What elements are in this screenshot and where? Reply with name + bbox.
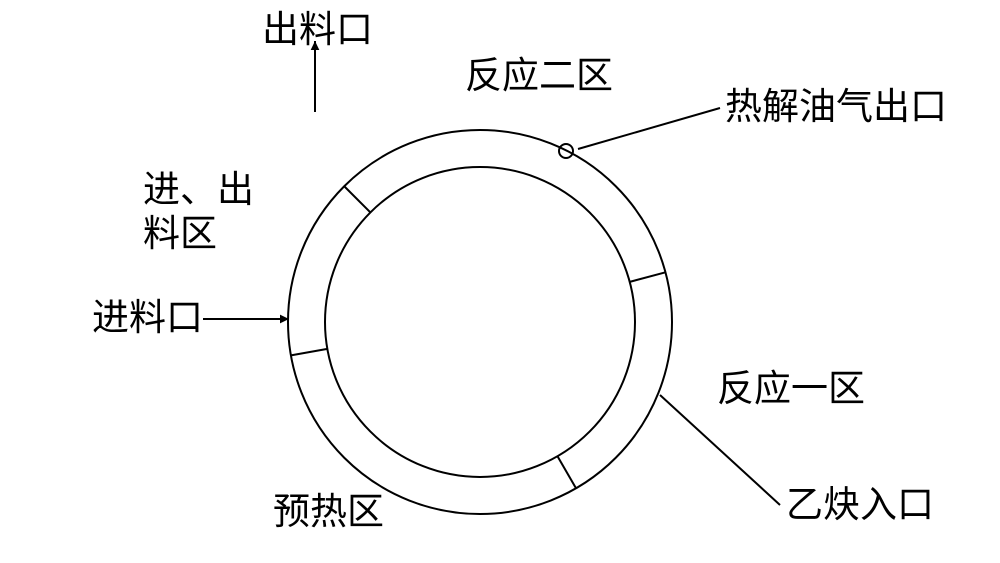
label-pyrolysis-out: 热解油气出口	[725, 85, 947, 129]
label-zone2: 反应二区	[465, 54, 613, 98]
label-acetylene-in: 乙炔入口	[786, 483, 934, 527]
label-zone1: 反应一区	[717, 367, 865, 411]
label-preheat: 预热区	[273, 490, 384, 534]
label-io-zone: 进、出 料区	[143, 168, 254, 257]
label-outlet: 出料口	[262, 8, 373, 52]
label-inlet: 进料口	[92, 296, 203, 340]
